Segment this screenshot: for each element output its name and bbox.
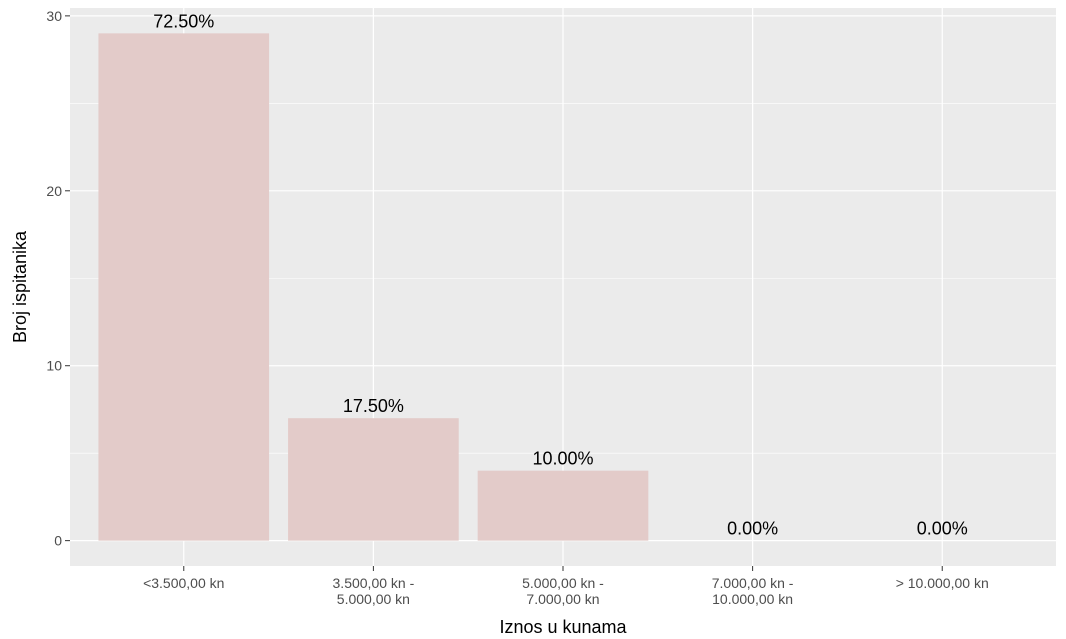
data-label: 0.00% <box>917 519 968 539</box>
x-tick-label-line: <3.500,00 kn <box>143 575 224 591</box>
y-tick-label: 0 <box>54 533 62 549</box>
bar <box>477 470 649 541</box>
bars <box>98 33 649 541</box>
x-tick-label: 3.500,00 kn -5.000,00 kn <box>333 575 415 607</box>
x-tick-label-line: 7.000,00 kn - <box>712 575 794 591</box>
x-axis-title: Iznos u kunama <box>499 617 627 637</box>
data-label: 10.00% <box>532 449 593 469</box>
y-axis: 0 10 20 30 <box>46 8 70 549</box>
x-tick-label-line: 5.000,00 kn - <box>522 575 604 591</box>
bar <box>288 418 459 541</box>
data-label: 17.50% <box>343 396 404 416</box>
data-label: 72.50% <box>153 11 214 31</box>
x-tick-label: 7.000,00 kn -10.000,00 kn <box>712 575 794 607</box>
x-tick-label-line: 7.000,00 kn <box>526 591 599 607</box>
y-axis-title: Broj ispitanika <box>10 230 30 343</box>
y-tick-label: 20 <box>46 183 62 199</box>
bar <box>98 33 270 541</box>
data-label: 0.00% <box>727 519 778 539</box>
x-axis: <3.500,00 kn 3.500,00 kn -5.000,00 kn5.00… <box>143 566 989 607</box>
x-tick-label: > 10.000,00 kn <box>896 575 989 591</box>
x-tick-label-line: 10.000,00 kn <box>712 591 793 607</box>
x-tick-label: 5.000,00 kn -7.000,00 kn <box>522 575 604 607</box>
x-tick-label-line: > 10.000,00 kn <box>896 575 989 591</box>
y-tick-label: 30 <box>46 8 62 24</box>
x-tick-label: <3.500,00 kn <box>143 575 224 591</box>
data-labels: 72.50% 17.50% 10.00% 0.00% 0.00% <box>153 11 968 538</box>
y-tick-label: 10 <box>46 358 62 374</box>
x-tick-label-line: 5.000,00 kn <box>337 591 410 607</box>
x-tick-label-line: 3.500,00 kn - <box>333 575 415 591</box>
